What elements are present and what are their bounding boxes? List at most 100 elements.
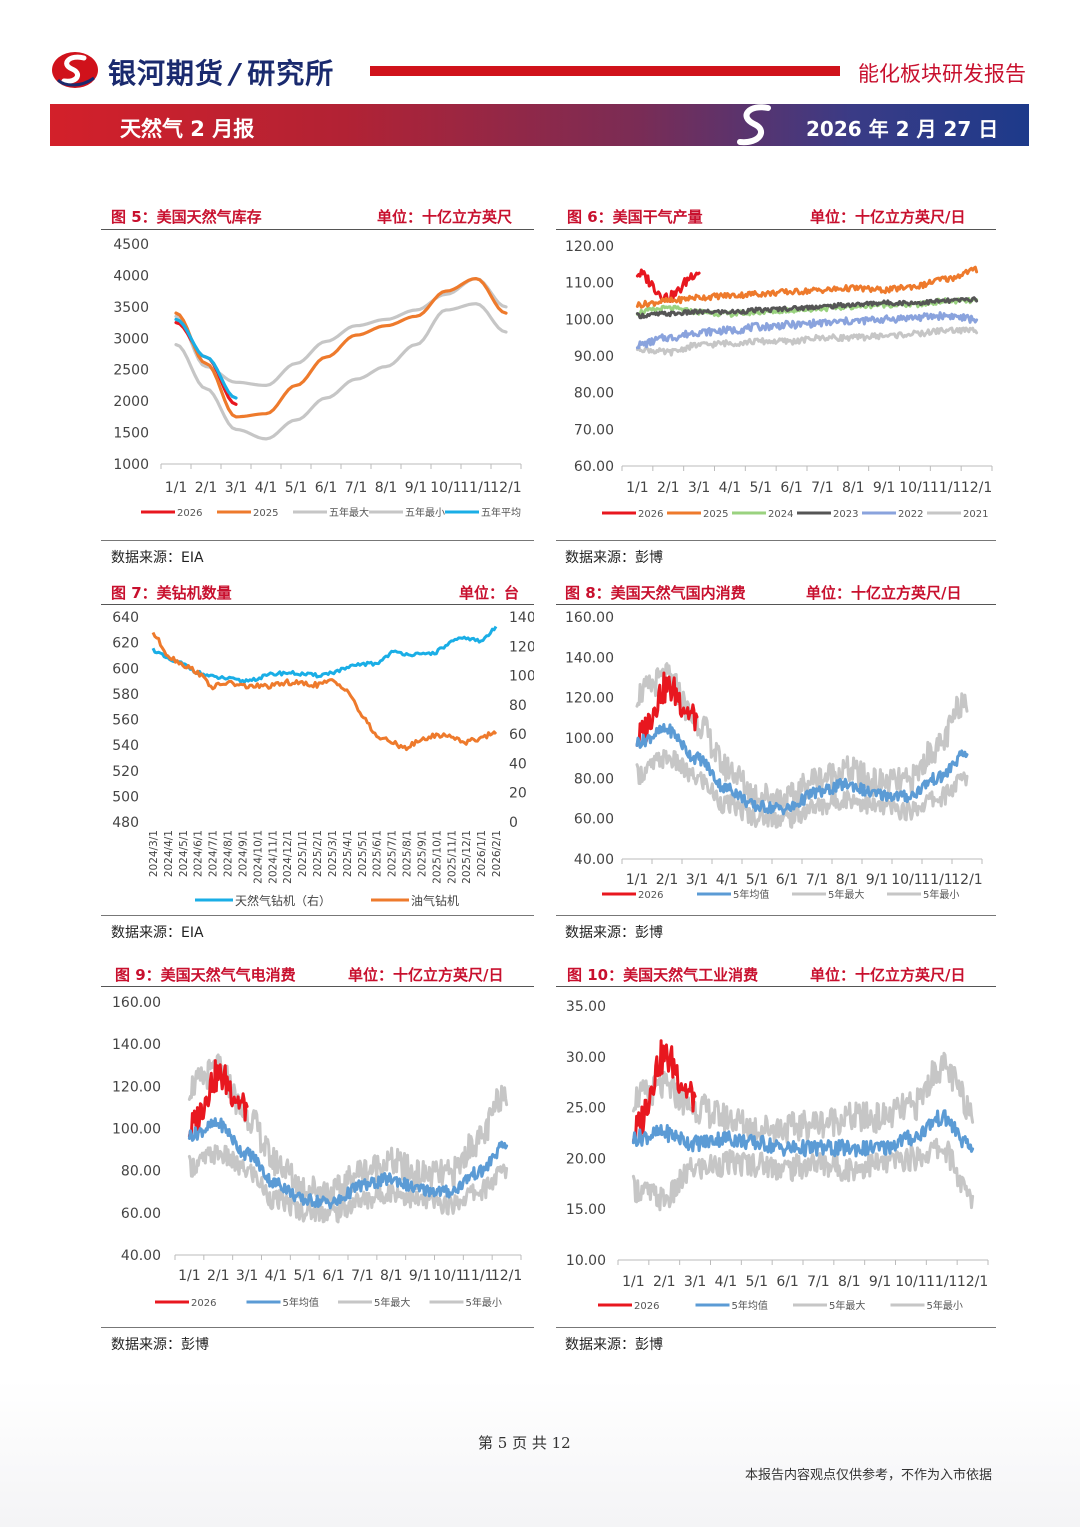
f9-legend-label: 5年最大 [374,1296,410,1309]
f6-series-line [635,311,979,350]
f8-legend-label: 5年均值 [733,888,769,901]
f10-legend-label: 5年最小 [927,1299,963,1312]
f9-ytick-label: 80.00 [121,1164,161,1180]
f10-xtick-label: 1/1 [622,1274,645,1290]
f7-ytick-left-label: 520 [112,764,139,780]
f7-xtick-label: 2025/9/1 [416,830,428,877]
f6-legend-label: 2025 [703,509,728,520]
f5-xtick-label: 2/1 [195,480,218,496]
f5-legend-label: 五年最小 [405,506,445,519]
fig5-bottom-rule [101,540,534,541]
f7-ytick-left-label: 580 [112,687,139,703]
fig10-chart: 10.00 15.00 20.00 25.00 30.00 35.00 1/1 2/1 3/1 4… [566,999,989,1312]
f6-series-line [635,326,979,357]
f7-ytick-left-label: 480 [112,815,139,831]
f5-legend-label: 2025 [253,508,278,519]
f9-xtick-label: 12/1 [491,1268,522,1284]
f7-xtick-label: 2026/2/1 [491,830,503,877]
f9-xtick-label: 5/1 [293,1268,316,1284]
f8-ytick-label: 80.00 [574,771,614,787]
f5-ytick-label: 3000 [113,331,149,347]
f7-xtick-label: 2025/10/1 [431,830,443,884]
fig10-unit: 单位：十亿立方英尺/日 [810,966,966,984]
f8-series-line [635,749,969,829]
f5-xtick-label: 9/1 [405,480,428,496]
f7-xtick-label: 2024/8/1 [223,830,235,877]
f10-ytick-label: 20.00 [566,1151,606,1167]
f7-xtick-label: 2024/3/1 [148,830,160,877]
f9-xtick-label: 2/1 [207,1268,230,1284]
fig8-top-rule [556,604,996,605]
f9-xtick-label: 10/1 [433,1268,464,1284]
f10-xtick-label: 6/1 [776,1274,799,1290]
f5-legend-label: 五年最大 [329,506,369,519]
f8-xtick-label: 10/1 [891,872,922,888]
fig6-unit: 单位：十亿立方英尺/日 [810,208,966,226]
fig6-source: 数据来源：彭博 [565,550,663,566]
f7-ytick-left-label: 540 [112,738,139,754]
f10-legend-label: 2026 [634,1301,659,1312]
fig10-bottom-rule [556,1327,996,1328]
f7-xtick-label: 2025/11/1 [446,830,458,884]
f6-xtick-label: 10/1 [899,480,930,496]
f9-xtick-label: 8/1 [380,1268,403,1284]
f10-ytick-label: 25.00 [566,1101,606,1117]
f9-legend-label: 5年均值 [283,1296,319,1309]
f8-xtick-label: 6/1 [776,872,799,888]
f10-legend-label: 5年最大 [829,1299,865,1312]
fig7-chart: 480 500 520 540 560 580 600 620 640 0 20 40 60 80 100 1… [112,610,534,908]
f8-ytick-label: 120.00 [565,691,614,707]
f7-xtick-label: 2026/1/1 [476,830,488,877]
f9-ytick-label: 140.00 [112,1037,161,1053]
disclaimer: 本报告内容观点仅供参考，不作为入市依据 [745,1468,993,1483]
f10-xtick-label: 8/1 [838,1274,861,1290]
f7-ytick-right-label: 60 [509,727,527,743]
f8-ytick-label: 60.00 [574,812,614,828]
f5-ytick-label: 1500 [113,426,149,442]
f6-ytick-label: 110.00 [565,276,614,292]
fig10-title: 图 10：美国天然气工业消费 [567,966,759,984]
report-title: 天然气 2 月报 [120,117,255,141]
f9-ytick-label: 160.00 [112,995,161,1011]
f7-xtick-label: 2025/6/1 [372,830,384,877]
fig5-top-rule [101,229,534,230]
footer-background [0,1380,1080,1527]
f9-ytick-label: 40.00 [121,1248,161,1264]
fig6-title: 图 6：美国干气产量 [567,208,703,226]
f9-ytick-label: 100.00 [112,1122,161,1138]
f9-legend-label: 2026 [191,1298,216,1309]
fig9-chart: 40.00 60.00 80.00 100.00 120.00 140.00 160.00 1… [112,995,522,1309]
f8-legend-label: 5年最大 [828,888,864,901]
f7-xtick-label: 2024/11/1 [267,830,279,884]
f10-xtick-label: 4/1 [715,1274,738,1290]
f6-ytick-label: 80.00 [574,386,614,402]
f8-ytick-label: 140.00 [565,650,614,666]
f7-ytick-left-label: 600 [112,661,139,677]
fig6-top-rule [556,229,996,230]
f6-xtick-label: 5/1 [749,480,772,496]
f8-series-line [635,723,969,816]
fig9-title: 图 9：美国天然气气电消费 [115,966,296,984]
f10-ytick-label: 10.00 [566,1253,606,1269]
f5-series-line [174,317,238,400]
f5-ytick-label: 4500 [113,237,149,253]
fig7-unit: 单位：台 [459,584,520,602]
f7-xtick-label: 2024/6/1 [193,830,205,877]
f5-xtick-label: 5/1 [285,480,308,496]
f5-ytick-label: 1000 [113,457,149,473]
f10-xtick-label: 12/1 [957,1274,988,1290]
f7-ytick-right-label: 120 [509,639,534,655]
f7-ytick-right-label: 140 [509,610,534,626]
f7-legend-label: 天然气钻机（右） [235,893,331,908]
f8-legend-label: 2026 [638,890,663,901]
fig10-top-rule [556,986,996,987]
f8-legend-label: 5年最小 [923,888,959,901]
f9-xtick-label: 1/1 [178,1268,201,1284]
f7-xtick-label: 2024/12/1 [282,830,294,884]
f7-xtick-label: 2025/2/1 [312,830,324,877]
f10-ytick-label: 15.00 [566,1202,606,1218]
fig5-chart: 1000 1500 2000 2500 3000 3500 4000 4500 1/1 2/1 3/… [113,237,521,519]
f8-xtick-label: 1/1 [626,872,649,888]
f5-legend-label: 五年平均 [481,506,521,519]
f7-ytick-right-label: 0 [509,815,518,831]
